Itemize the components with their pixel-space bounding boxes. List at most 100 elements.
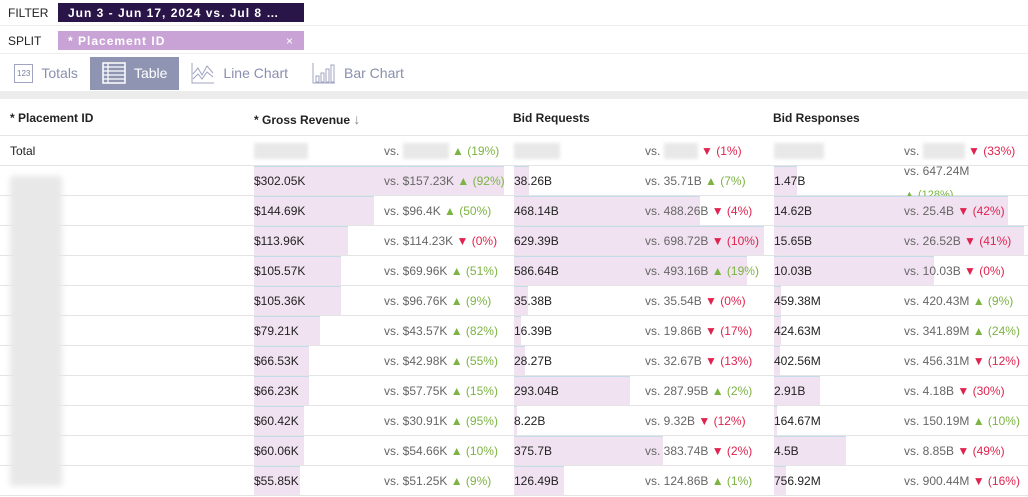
comparison-value: vs. 900.44M <box>904 474 970 488</box>
delta: ▲ (24%) <box>972 324 1020 338</box>
close-icon[interactable]: × <box>285 33 294 48</box>
total-label: Total <box>10 144 36 158</box>
comparison: vs. 10.03B ▼ (0%) <box>904 256 1005 286</box>
comparison-value: vs. 4.18B <box>904 384 955 398</box>
table-row[interactable]: $66.23K vs. $57.75K ▲ (15%) 293.04B vs. 287… <box>0 376 1028 406</box>
col-gross-revenue[interactable]: * Gross Revenue ↓ <box>254 111 360 127</box>
value: 164.67M <box>774 414 821 428</box>
redacted-placement-ids <box>10 176 62 486</box>
delta: ▼ (4%) <box>711 204 753 218</box>
table-row[interactable]: $60.06K vs. $54.66K ▲ (10%) 375.7B vs. 383.… <box>0 436 1028 466</box>
value: 459.38M <box>774 294 821 308</box>
comparison: vs. 493.16B ▲ (19%) <box>645 256 759 286</box>
comparison-value: vs. 488.26B <box>645 204 709 218</box>
sort-desc-icon[interactable]: ↓ <box>353 111 361 127</box>
view-totals[interactable]: 123 Totals <box>2 57 90 90</box>
value-bar <box>774 286 782 315</box>
delta: ▼ (12%) <box>972 354 1020 368</box>
value-bar <box>514 316 521 345</box>
split-bar: SPLIT * Placement ID × <box>0 27 1028 54</box>
value: 4.5B <box>774 444 799 458</box>
comparison-value: vs. $157.23K <box>384 174 455 188</box>
split-pill[interactable]: * Placement ID × <box>58 31 304 50</box>
comparison: vs. 150.19M ▲ (10%) <box>904 406 1020 436</box>
table-row[interactable]: $144.69K vs. $96.4K ▲ (50%) 468.14B vs. 488… <box>0 196 1028 226</box>
comparison: vs. $43.57K ▲ (82%) <box>384 316 498 346</box>
comparison-value: vs. 25.4B <box>904 204 955 218</box>
table-row[interactable]: $55.85K vs. $51.25K ▲ (9%) 126.49B vs. 124.… <box>0 466 1028 496</box>
col-bid-responses[interactable]: Bid Responses <box>773 111 860 125</box>
comparison-value: vs. 698.72B <box>645 234 709 248</box>
comparison-value: vs. 35.71B <box>645 174 702 188</box>
delta: ▼ (41%) <box>964 234 1012 248</box>
comparison: vs. 647.24M ▲ (128%) <box>904 164 970 201</box>
delta: ▲ (9%) <box>450 474 492 488</box>
delta: ▲ (10%) <box>450 444 498 458</box>
delta: ▼ (49%) <box>957 444 1005 458</box>
view-bar-chart[interactable]: Bar Chart <box>300 57 416 90</box>
comparison: vs. $157.23K ▲ (92%) <box>384 166 505 196</box>
comparison-value: vs. 647.24M <box>904 164 970 178</box>
delta: ▼ (0%) <box>456 234 498 248</box>
value: 28.27B <box>514 354 553 368</box>
value-bar <box>514 346 526 375</box>
view-bar-chart-label: Bar Chart <box>344 65 404 81</box>
redacted-value <box>402 143 449 159</box>
delta: ▲ (9%) <box>450 294 492 308</box>
value-bar <box>254 226 349 255</box>
value: 126.49B <box>514 474 559 488</box>
view-table[interactable]: Table <box>89 56 180 90</box>
delta: ▼ (12%) <box>698 414 746 428</box>
table-icon <box>102 62 126 84</box>
value-bar <box>254 346 310 375</box>
value: $60.06K <box>254 444 299 458</box>
value-bar <box>774 256 935 285</box>
view-line-chart[interactable]: Line Chart <box>179 57 300 90</box>
value: $105.36K <box>254 294 306 308</box>
value-bar <box>254 376 309 405</box>
filter-label: FILTER <box>8 6 49 20</box>
delta: ▼ (2%) <box>711 444 753 458</box>
comparison: vs. $51.25K ▲ (9%) <box>384 466 491 496</box>
delta: ▼ (33%) <box>968 144 1016 158</box>
totals-icon: 123 <box>14 63 34 83</box>
comparison: vs. $30.91K ▲ (95%) <box>384 406 498 436</box>
filter-bar: FILTER Jun 3 - Jun 17, 2024 vs. Jul 8 … <box>0 0 1028 26</box>
value-bar <box>514 406 518 435</box>
value: 10.03B <box>774 264 813 278</box>
delta: ▼ (42%) <box>957 204 1005 218</box>
comparison-value: vs. $69.96K <box>384 264 448 278</box>
value-bar <box>774 376 821 405</box>
comparison: vs. $54.66K ▲ (10%) <box>384 436 498 466</box>
table-row[interactable]: $105.57K vs. $69.96K ▲ (51%) 586.64B vs. 49… <box>0 256 1028 286</box>
filter-pill[interactable]: Jun 3 - Jun 17, 2024 vs. Jul 8 … <box>58 3 304 22</box>
value-bar <box>774 346 781 375</box>
comparison: vs. 456.31M ▼ (12%) <box>904 346 1020 376</box>
comparison-value: vs. $114.23K <box>384 234 454 248</box>
view-line-chart-label: Line Chart <box>223 65 288 81</box>
table-row[interactable]: $105.36K vs. $96.76K ▲ (9%) 35.38B vs. 35.5… <box>0 286 1028 316</box>
value-bar <box>254 256 342 285</box>
col-bid-requests[interactable]: Bid Requests <box>513 111 590 125</box>
value: 402.56M <box>774 354 821 368</box>
col-placement-id[interactable]: * Placement ID <box>10 111 94 125</box>
delta: ▼ (30%) <box>957 384 1005 398</box>
value-bar <box>514 226 764 255</box>
delta: ▲ (92%) <box>457 174 505 188</box>
comparison: vs. 341.89M ▲ (24%) <box>904 316 1020 346</box>
delta: ▲ (7%) <box>705 174 746 188</box>
table-row[interactable]: $113.96K vs. $114.23K ▼ (0%) 629.39B vs. 69… <box>0 226 1028 256</box>
value-bar <box>774 316 781 345</box>
value: 375.7B <box>514 444 553 458</box>
comparison: vs. 4.18B ▼ (30%) <box>904 376 1005 406</box>
table-row[interactable]: $79.21K vs. $43.57K ▲ (82%) 16.39B vs. 19.8… <box>0 316 1028 346</box>
value: 293.04B <box>514 384 559 398</box>
table-row[interactable]: $60.42K vs. $30.91K ▲ (95%) 8.22B vs. 9.32B… <box>0 406 1028 436</box>
value-bar <box>774 196 1008 225</box>
comparison: vs. 698.72B ▼ (10%) <box>645 226 759 256</box>
vs-label: vs. <box>384 144 400 158</box>
table-row[interactable]: $66.53K vs. $42.98K ▲ (55%) 28.27B vs. 32.6… <box>0 346 1028 376</box>
table-row[interactable]: $302.05K vs. $157.23K ▲ (92%) 38.26B vs. 35… <box>0 164 1028 201</box>
comparison-value: vs. 420.43M <box>904 294 970 308</box>
comparison: vs. 488.26B ▼ (4%) <box>645 196 752 226</box>
